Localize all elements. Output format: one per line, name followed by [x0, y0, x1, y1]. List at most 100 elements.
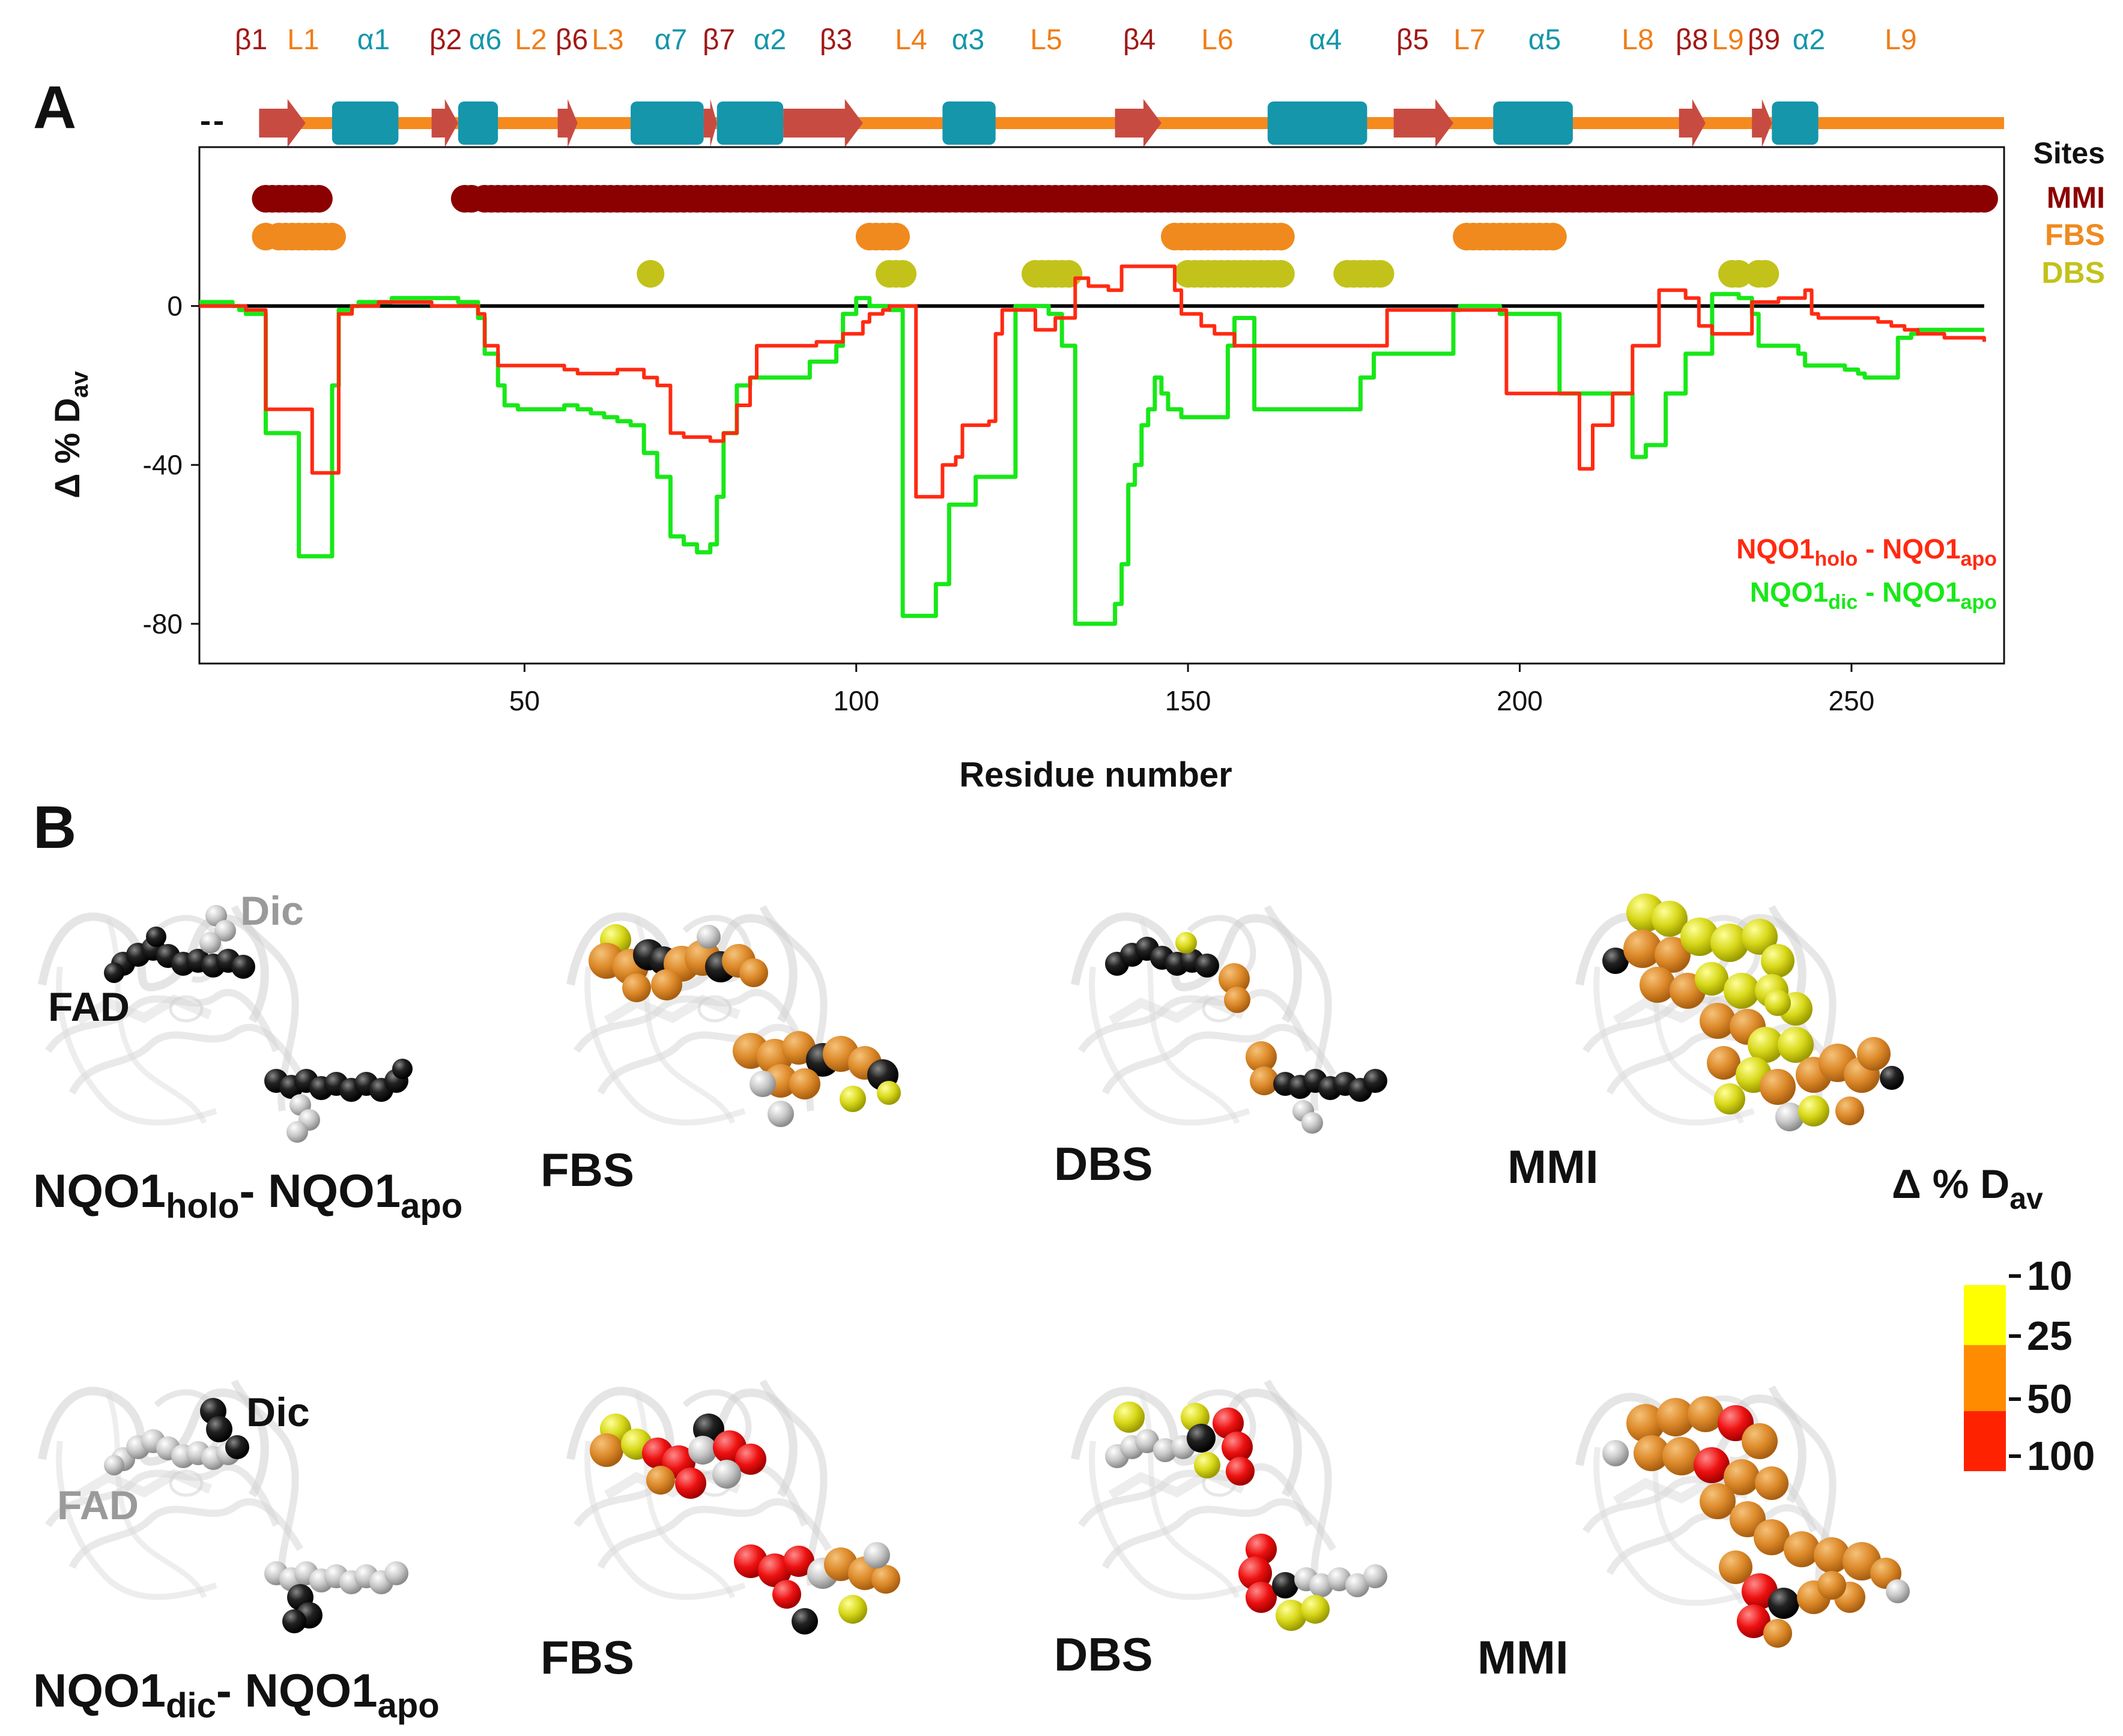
ss-label-0: β1	[235, 24, 267, 56]
ss-label-6: β6	[556, 24, 588, 56]
ss-label-23: L9	[1712, 24, 1743, 56]
ss-helix	[332, 101, 399, 145]
site-dot	[1539, 223, 1567, 250]
caption-mmi-top: MMI	[1507, 1140, 1599, 1193]
site-dot	[882, 223, 910, 250]
ss-label-24: β9	[1748, 24, 1780, 56]
y-axis-title: Δ % Dav	[48, 370, 93, 498]
ss-label-16: L6	[1201, 24, 1233, 56]
site-dot	[318, 223, 346, 250]
dbs-top-spheres	[1105, 932, 1387, 1134]
fbs-bottom-spheres	[590, 1414, 900, 1635]
caption-mmi-bottom: MMI	[1477, 1631, 1569, 1684]
caption-dbs-bottom: DBS	[1054, 1628, 1153, 1681]
series-line-holo	[199, 264, 1986, 499]
site-dot	[1267, 223, 1295, 250]
structure-fbs-bottom	[571, 1381, 900, 1635]
ss-label-12: L4	[895, 24, 927, 56]
caption-fbs-top: FBS	[541, 1143, 634, 1196]
colorscale-tick-25: 25	[2027, 1313, 2073, 1359]
panel-a: A β1 L1 α1 β2 α6 L2 β6 L3 α7 β7 α2 β3 L4 α3 L5 β4 L6 α4 β5…	[33, 24, 2105, 794]
fad-label-bottom: FAD	[57, 1483, 139, 1528]
x-tick-label: 200	[1497, 685, 1543, 716]
deuterium-difference-chart: 0 -40 -80 50 100 150 200 250 Residue number Δ % D…	[48, 146, 2005, 794]
site-dot	[637, 260, 665, 288]
ss-strand	[431, 99, 458, 147]
ss-label-26: L9	[1885, 24, 1916, 56]
ss-label-22: β8	[1676, 24, 1708, 56]
ss-label-3: β2	[429, 24, 462, 56]
x-tick-label: 100	[833, 685, 879, 716]
x-tick-label: 50	[509, 685, 540, 716]
x-tick-label: 250	[1829, 685, 1875, 716]
y-tick-label: -40	[143, 449, 183, 480]
ss-label-25: α2	[1793, 24, 1825, 56]
colorscale-band-high	[1964, 1411, 2006, 1471]
sites-title: Sites	[2033, 136, 2105, 170]
secondary-structure-track	[201, 99, 2004, 147]
site-row-dbs	[637, 260, 1779, 288]
ss-helix	[631, 101, 704, 145]
ss-label-4: α6	[469, 24, 501, 56]
ss-label-5: L2	[515, 24, 547, 56]
mmi-top-spheres	[1602, 894, 1904, 1131]
colorscale-title: Δ % Dav	[1892, 1161, 2043, 1215]
site-dot	[889, 260, 917, 288]
y-tick-label: 0	[167, 291, 183, 322]
ss-strand	[557, 99, 578, 147]
legend-entry-dic: NQO1dic - NQO1apo	[1750, 576, 1997, 614]
ss-strand	[1752, 99, 1772, 147]
structure-mmi-top	[1579, 894, 1904, 1131]
ss-strand	[703, 99, 717, 147]
ss-label-1: L1	[287, 24, 319, 56]
dic-ligand-black	[200, 1398, 323, 1633]
secondary-structure-labels: β1 L1 α1 β2 α6 L2 β6 L3 α7 β7 α2 β3 L4 α3 L5 β4 L6 α4 β5 L7…	[235, 24, 1917, 56]
site-dot	[1970, 185, 1998, 213]
structure-mmi-bottom	[1579, 1387, 1910, 1648]
ss-label-7: L3	[592, 24, 623, 56]
ss-label-11: β3	[820, 24, 852, 56]
colorscale-legend: Δ % Dav 10 25 50 100	[1892, 1161, 2095, 1479]
ss-label-14: L5	[1030, 24, 1062, 56]
fbs-top-spheres	[589, 924, 901, 1127]
ss-label-19: L7	[1453, 24, 1485, 56]
caption-holo-minus-apo: NQO1holo- NQO1apo	[33, 1164, 462, 1226]
panel-b: B Dic FAD	[33, 794, 2095, 1725]
ss-label-10: α2	[754, 24, 786, 56]
site-legend-mmi: MMI	[2047, 181, 2105, 214]
colorscale-tick-100: 100	[2027, 1433, 2095, 1479]
site-row-fbs	[252, 223, 1567, 250]
ss-label-17: α4	[1309, 24, 1342, 56]
colorscale-band-mid	[1964, 1345, 2006, 1411]
ss-label-21: L8	[1622, 24, 1653, 56]
ss-strand	[1115, 99, 1161, 147]
mmi-bottom-spheres	[1602, 1396, 1910, 1648]
fad-ligand-gray	[104, 1429, 408, 1594]
legend-entry-holo: NQO1holo - NQO1apo	[1736, 533, 1997, 570]
ss-strand	[783, 99, 863, 147]
ss-helix	[716, 101, 784, 145]
structure-dic-minus-apo: Dic FAD	[42, 1381, 408, 1633]
site-row-mmi	[252, 185, 1998, 213]
panel-a-label: A	[33, 74, 76, 141]
site-dot	[1751, 260, 1779, 288]
structure-dbs-bottom	[1075, 1381, 1387, 1631]
ss-label-2: α1	[357, 24, 390, 56]
dic-label: Dic	[240, 888, 304, 934]
ss-helix	[458, 101, 498, 145]
structure-fbs-top	[571, 907, 901, 1127]
ss-label-20: α5	[1528, 24, 1561, 56]
dic-ligand-gray	[199, 905, 320, 1143]
dbs-bottom-spheres	[1105, 1402, 1387, 1631]
colorscale-tick-50: 50	[2027, 1376, 2073, 1422]
fad-ligand-black	[104, 927, 413, 1102]
ss-strand	[1393, 99, 1454, 147]
y-tick-label: -80	[143, 608, 183, 640]
ss-strand	[1679, 99, 1706, 147]
dic-label-bottom: Dic	[246, 1390, 310, 1435]
ss-helix	[1772, 101, 1819, 145]
colorscale-tick-10: 10	[2027, 1253, 2073, 1299]
site-dot	[1267, 260, 1295, 288]
structure-holo-minus-apo: Dic FAD	[42, 888, 413, 1143]
ss-helix	[1493, 101, 1573, 145]
